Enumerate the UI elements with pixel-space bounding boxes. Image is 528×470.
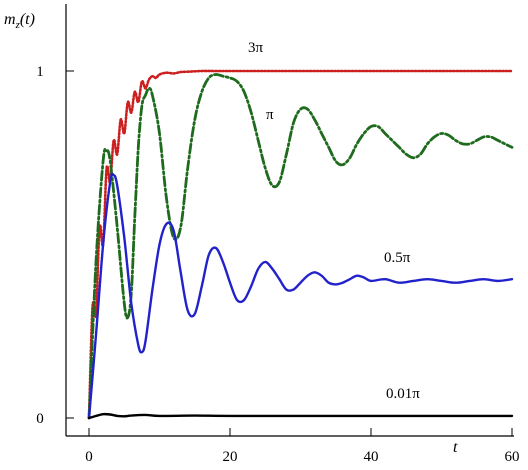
x-axis-title: t <box>453 439 458 456</box>
x-tick-label: 40 <box>364 449 379 465</box>
series-label-1: π <box>266 107 274 123</box>
series-line-1 <box>87 73 514 420</box>
y-tick-label: 1 <box>36 64 44 80</box>
series-label-2: 0.5π <box>384 250 411 266</box>
axes <box>65 4 514 437</box>
y-axis-title: mz(t) <box>4 11 35 31</box>
y-tick-label: 0 <box>36 411 44 427</box>
plot-area <box>87 69 514 420</box>
series-line-0 <box>87 69 514 420</box>
x-tick-label: 20 <box>223 449 238 465</box>
series-line-3 <box>87 412 514 420</box>
series-labels: 3π π 0.5π 0.01π <box>248 40 420 402</box>
series-label-0: 3π <box>248 40 264 56</box>
series-label-3: 0.01π <box>386 386 420 402</box>
series-line-2 <box>87 172 514 420</box>
x-tick-label: 60 <box>505 449 520 465</box>
x-tick-label: 0 <box>85 449 93 465</box>
ticks: 0 20 40 60 0 1 <box>36 64 519 465</box>
